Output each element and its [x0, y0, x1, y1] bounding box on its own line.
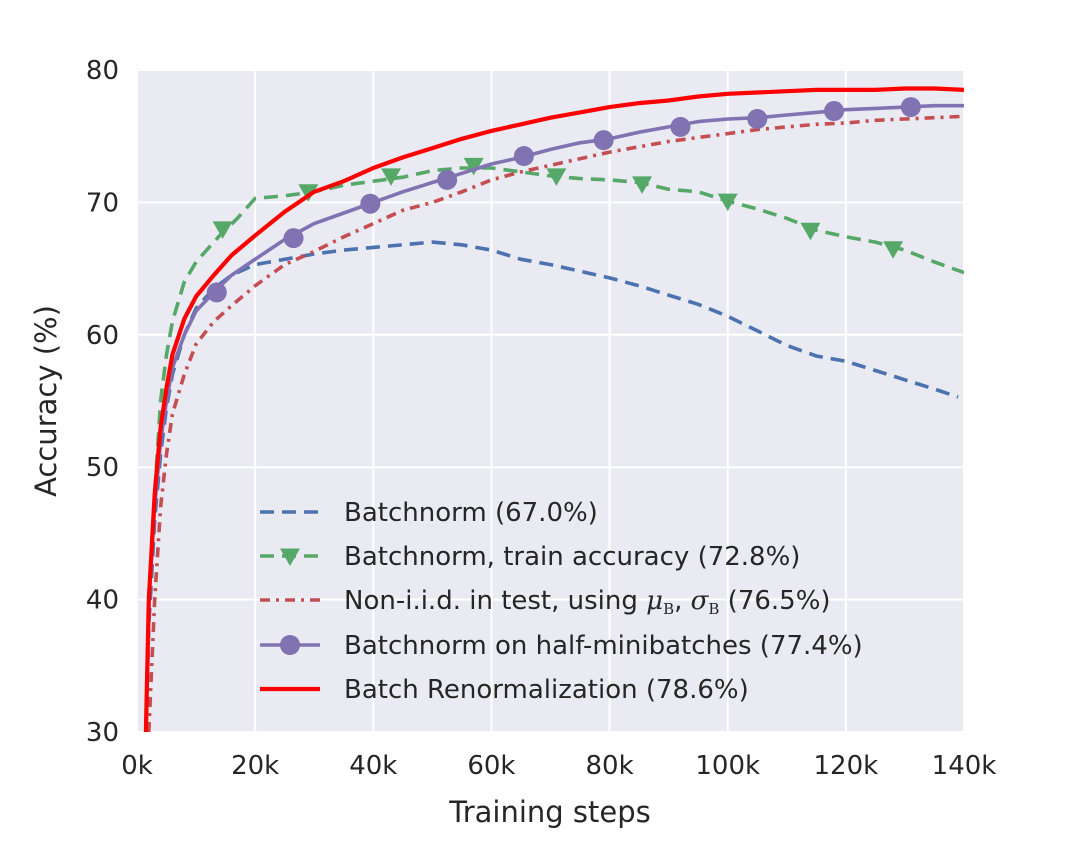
x-axis: 0k 20k 40k 60k 80k 100k 120k 140k — [121, 751, 996, 781]
x-tick-label: 80k — [586, 751, 634, 781]
series-marker — [360, 193, 381, 214]
series-marker — [670, 116, 691, 137]
series-3 — [144, 97, 964, 732]
x-tick-label: 120k — [814, 751, 879, 781]
series-layer — [143, 86, 964, 732]
y-axis: 30 40 50 60 70 80 — [86, 56, 119, 748]
series-marker — [632, 176, 653, 194]
y-tick-label: 40 — [86, 586, 119, 616]
series-marker — [283, 228, 304, 249]
legend-marker-half-minibatches — [280, 635, 300, 655]
series-marker — [463, 157, 484, 176]
plot-area — [137, 70, 964, 732]
legend-entry-1: Batchnorm, train accuracy (72.8%) — [260, 542, 800, 572]
series-line — [143, 86, 964, 732]
x-tick-label: 20k — [231, 751, 279, 781]
series-marker — [513, 146, 534, 167]
y-tick-label: 50 — [86, 453, 119, 483]
series-marker — [546, 168, 567, 186]
series-marker — [212, 221, 233, 239]
series-marker — [824, 101, 845, 122]
y-tick-label: 70 — [86, 188, 119, 218]
y-tick-label: 30 — [86, 718, 119, 748]
x-tick-label: 0k — [121, 751, 153, 781]
legend-entry-2: Non-i.i.d. in test, using μB, σB (76.5%) — [260, 586, 831, 618]
series-marker — [206, 282, 227, 303]
series-marker — [298, 184, 319, 202]
series-marker — [883, 241, 904, 259]
legend-label-batchnorm: Batchnorm (67.0%) — [344, 498, 598, 528]
legend-label-train-accuracy: Batchnorm, train accuracy (72.8%) — [344, 542, 800, 572]
series-4 — [143, 86, 964, 732]
series-line — [144, 166, 964, 732]
series-line — [144, 103, 964, 732]
x-tick-label: 140k — [932, 751, 997, 781]
x-tick-label: 60k — [467, 751, 515, 781]
x-tick-label: 100k — [695, 751, 760, 781]
x-tick-label: 40k — [349, 751, 397, 781]
series-marker — [437, 169, 458, 190]
legend-marker-train-accuracy — [280, 548, 300, 566]
series-1 — [144, 157, 964, 732]
y-axis-title: Accuracy (%) — [29, 305, 63, 497]
series-marker — [381, 168, 402, 186]
series-marker — [900, 97, 921, 118]
series-marker — [717, 193, 738, 212]
legend-entry-3: Batchnorm on half-minibatches (77.4%) — [260, 631, 863, 661]
y-tick-label: 80 — [86, 56, 119, 86]
x-axis-title: Training steps — [448, 795, 651, 829]
y-tick-label: 60 — [86, 321, 119, 351]
legend-label-non-iid: Non-i.i.d. in test, using μB, σB (76.5%) — [344, 586, 831, 618]
legend-label-batch-renorm: Batch Renormalization (78.6%) — [344, 675, 749, 705]
legend-entry-4: Batch Renormalization (78.6%) — [260, 675, 749, 705]
legend: Batchnorm (67.0%) Batchnorm, train accur… — [260, 498, 863, 705]
series-marker — [593, 130, 614, 151]
legend-label-half-minibatches: Batchnorm on half-minibatches (77.4%) — [344, 631, 863, 661]
legend-entry-0: Batchnorm (67.0%) — [260, 498, 598, 528]
series-marker — [800, 222, 821, 241]
series-2 — [147, 114, 964, 732]
series-marker — [747, 108, 768, 129]
series-line — [147, 114, 964, 732]
